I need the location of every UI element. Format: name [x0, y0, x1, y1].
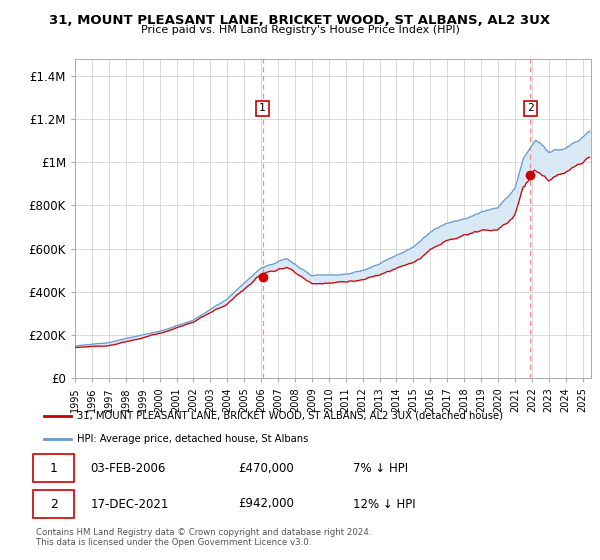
FancyBboxPatch shape [33, 454, 74, 482]
Text: 1: 1 [50, 462, 58, 475]
Text: 31, MOUNT PLEASANT LANE, BRICKET WOOD, ST ALBANS, AL2 3UX (detached house): 31, MOUNT PLEASANT LANE, BRICKET WOOD, S… [77, 410, 503, 421]
Text: 2: 2 [527, 104, 534, 114]
Text: 12% ↓ HPI: 12% ↓ HPI [353, 497, 415, 511]
Text: Price paid vs. HM Land Registry's House Price Index (HPI): Price paid vs. HM Land Registry's House … [140, 25, 460, 35]
Text: £470,000: £470,000 [238, 462, 294, 475]
Text: 7% ↓ HPI: 7% ↓ HPI [353, 462, 408, 475]
FancyBboxPatch shape [33, 490, 74, 518]
Text: £942,000: £942,000 [238, 497, 294, 511]
Text: HPI: Average price, detached house, St Albans: HPI: Average price, detached house, St A… [77, 435, 308, 444]
Text: 31, MOUNT PLEASANT LANE, BRICKET WOOD, ST ALBANS, AL2 3UX: 31, MOUNT PLEASANT LANE, BRICKET WOOD, S… [49, 14, 551, 27]
Text: 1: 1 [259, 104, 266, 114]
Text: 2: 2 [50, 497, 58, 511]
Text: Contains HM Land Registry data © Crown copyright and database right 2024.
This d: Contains HM Land Registry data © Crown c… [36, 528, 371, 547]
Text: 03-FEB-2006: 03-FEB-2006 [91, 462, 166, 475]
Text: 17-DEC-2021: 17-DEC-2021 [91, 497, 169, 511]
